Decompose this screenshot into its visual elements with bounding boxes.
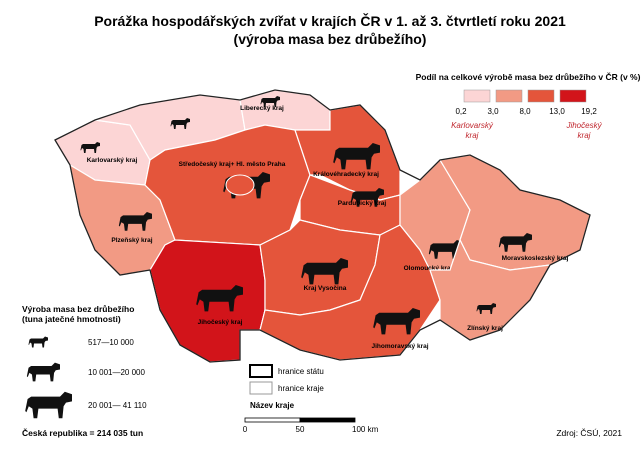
subtitle: (výroba masa bez drůbežího) (234, 31, 427, 47)
prague (225, 174, 255, 196)
region-label: Plzeňský kraj (111, 237, 152, 244)
title: Porážka hospodářských zvířat v krajích Č… (94, 12, 566, 29)
region-label: Zlínský kraj (467, 325, 503, 332)
size-legend-cow (25, 391, 72, 419)
size-legend-label: 20 001— 41 110 (88, 401, 147, 410)
state-border (54, 89, 591, 363)
region-label: Kraj Vysočina (304, 285, 347, 292)
region-label: Jihočeský kraj (198, 319, 243, 326)
legend-max-note: kraj (578, 131, 591, 140)
color-legend-title: Podíl na celkové výrobě masa bez drůbeží… (416, 71, 641, 82)
region-label: Karlovarský kraj (87, 157, 138, 164)
region-label: Středočeský kraj+ Hl. město Praha (179, 161, 286, 168)
legend-swatch (527, 89, 555, 103)
size-legend-cow (26, 362, 61, 382)
total: Česká republika = 214 035 tun (22, 427, 143, 438)
source: Zdroj: ČSÚ, 2021 (556, 428, 622, 438)
legend-break: 13,0 (549, 107, 565, 116)
legend-swatch (463, 89, 491, 103)
legend-min-note: kraj (466, 131, 479, 140)
region-border-label: hranice kraje (278, 384, 324, 393)
region-label: Moravskoslezský kraj (502, 255, 569, 262)
state-border-label: hranice státu (278, 367, 324, 376)
region-label: Liberecký kraj (240, 105, 284, 112)
legend-break: 0,2 (455, 107, 467, 116)
size-legend-title: Výroba masa bez drůbežího (22, 304, 134, 314)
scale-tick: 100 km (352, 425, 379, 434)
legend-swatch (559, 89, 587, 103)
size-legend-cow (28, 336, 48, 348)
region-border-swatch (249, 381, 273, 395)
region-label: Olomoucký kraj (404, 265, 453, 272)
scale-bar: 0 50 100 km (243, 417, 379, 434)
color-legend: 0,2 3,0 8,0 13,0 19,2KarlovarskýkrajJihočesk… (451, 89, 603, 140)
scale-tick: 0 (243, 425, 248, 434)
region-label: Královéhradecký kraj (313, 171, 379, 178)
scale-segment (244, 417, 301, 423)
region-label: Pardubický kraj (338, 200, 387, 207)
legend-min-note: Karlovarský (451, 121, 494, 130)
size-legend-label: 10 001—20 000 (88, 368, 145, 377)
region-label: Jihomoravský kraj (371, 343, 428, 350)
size-legend-label: 517—10 000 (88, 338, 134, 347)
scale-tick: 50 (296, 425, 305, 434)
scale-segment (299, 417, 356, 423)
size-legend-subtitle: (tuna jatečné hmotnosti) (22, 314, 121, 324)
legend-swatch (495, 89, 523, 103)
size-legend: 517—10 000 10 001—20 000 20 001— 41 110 (25, 336, 147, 419)
legend-break: 3,0 (487, 107, 499, 116)
name-label: Název kraje (250, 401, 295, 410)
legend-max-note: Jihočeský (565, 121, 602, 130)
legend-break: 19,2 (581, 107, 597, 116)
state-border-swatch (249, 364, 273, 378)
legend-break: 8,0 (519, 107, 531, 116)
